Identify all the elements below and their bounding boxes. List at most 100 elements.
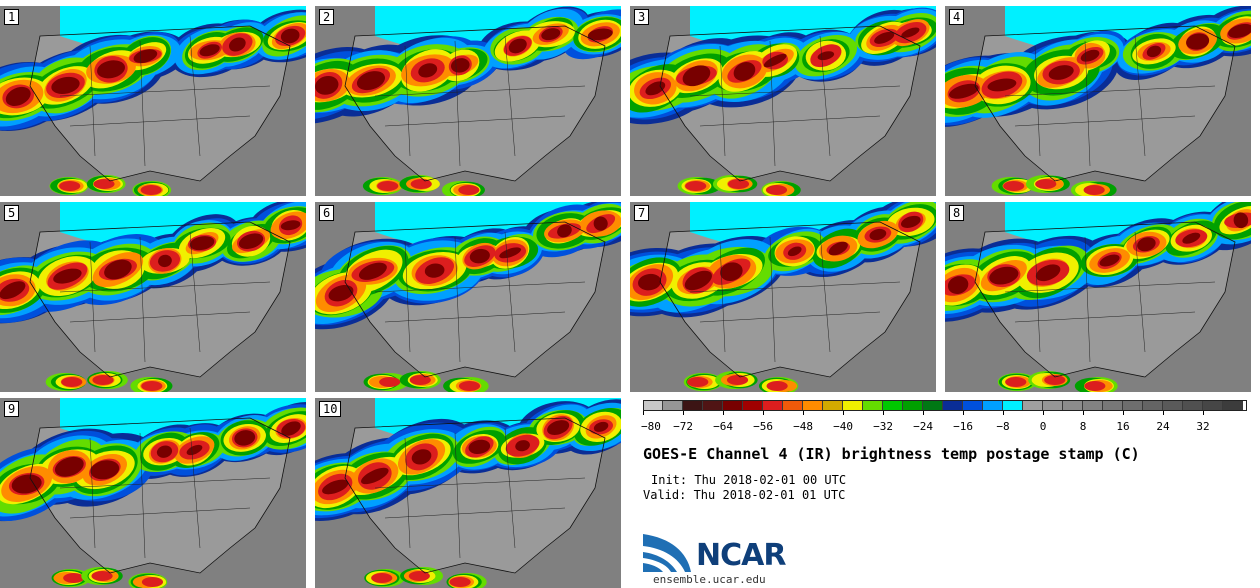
colorbar-tick-mark (1203, 411, 1204, 415)
colorbar-swatch (1163, 400, 1183, 411)
colorbar-tick-mark (883, 411, 884, 415)
cloud-shape (1003, 181, 1025, 191)
cloud-shape (869, 228, 887, 241)
state-border (1134, 35, 1146, 157)
cloud-shape (1233, 212, 1249, 229)
member-panel-2: 2 (315, 6, 621, 196)
cloud-shape (901, 27, 920, 38)
colorbar-swatch (803, 400, 823, 411)
coastline (29, 25, 291, 182)
cloud-shape (411, 449, 432, 465)
colorbar-tick-label: −40 (833, 420, 853, 433)
colorbar-tick-label: 16 (1116, 420, 1130, 433)
cloud-shape (1146, 45, 1162, 58)
colorbar-tick-label: 0 (1039, 420, 1047, 433)
member-label: 5 (4, 205, 20, 221)
state-border (699, 115, 881, 127)
state-border (69, 507, 251, 519)
colorbar-tick-mark (843, 411, 844, 415)
member-label: 6 (319, 205, 335, 221)
cloud-shape (765, 185, 788, 195)
colorbar-tick-label: −72 (673, 420, 693, 433)
cloud-shape (92, 375, 114, 385)
colorbar-tick-mark (1083, 411, 1084, 415)
member-panel-9: 9 (0, 398, 306, 588)
colorbar-swatch (663, 400, 683, 411)
cloud-shape (356, 71, 386, 91)
colorbar-tick-label: −56 (753, 420, 773, 433)
cloud-shape (280, 220, 301, 231)
colorbar-tick-label: 24 (1156, 420, 1170, 433)
colorbar-swatch (1103, 400, 1123, 411)
colorbar-swatch (763, 400, 783, 411)
state-border (454, 40, 461, 167)
colorbar-swatch (1023, 400, 1043, 411)
state-border (189, 427, 201, 549)
member-panel-5: 5 (0, 202, 306, 392)
cloud-shape (685, 181, 707, 191)
colorbar-tick-mark (1163, 411, 1164, 415)
state-border (454, 236, 461, 363)
state-border (769, 40, 776, 167)
cloud-shape (593, 421, 609, 432)
cloud-shape (557, 224, 572, 238)
member-label: 4 (949, 9, 965, 25)
state-border (89, 241, 96, 353)
colorbar-swatch (743, 400, 763, 411)
colorbar-tick-label: 8 (1079, 420, 1087, 433)
state-border (59, 85, 271, 97)
state-border (1004, 281, 1216, 293)
cloud-shape (5, 86, 31, 106)
colorbar-swatch (783, 400, 803, 411)
cloud-shape (379, 377, 401, 387)
state-border (819, 231, 831, 353)
cloud-shape (1044, 375, 1066, 385)
state-border (1004, 85, 1216, 97)
cloud-shape (53, 268, 82, 284)
state-border (89, 45, 96, 157)
member-label: 9 (4, 401, 20, 417)
member-label: 7 (634, 205, 650, 221)
cloud-shape (727, 179, 750, 189)
colorbar-swatch (703, 400, 723, 411)
state-border (384, 507, 566, 519)
cloud-shape (418, 63, 438, 78)
member-panel-6: 6 (315, 202, 621, 392)
colorbar-tick-label: −64 (713, 420, 733, 433)
colorbar-tick-label: 32 (1196, 420, 1210, 433)
cloud-shape (637, 273, 662, 291)
state-border (769, 236, 776, 363)
state-border (504, 231, 516, 353)
cloud-shape (949, 83, 979, 99)
state-border (189, 231, 201, 353)
cloud-shape (238, 233, 264, 250)
cloud-shape (371, 573, 393, 583)
state-border (59, 281, 271, 293)
colorbar-tick-mark (1003, 411, 1004, 415)
cloud-shape (720, 262, 743, 282)
cloud-shape (733, 62, 756, 81)
colorbar-tick-mark (963, 411, 964, 415)
cloud-shape (59, 181, 81, 191)
cloud-shape (158, 254, 172, 268)
colorbar-swatch (1223, 400, 1243, 411)
state-border (384, 311, 566, 323)
member-panel-3: 3 (630, 6, 936, 196)
colorbar-tick-mark (803, 411, 804, 415)
state-border (1034, 241, 1041, 353)
member-panel-8: 8 (945, 202, 1251, 392)
member-label: 3 (634, 9, 650, 25)
colorbar-swatch (923, 400, 943, 411)
colorbar-swatch (1183, 400, 1203, 411)
ir-satellite-map (945, 6, 1251, 196)
cloud-shape (91, 571, 113, 581)
state-border (689, 85, 901, 97)
ir-satellite-map (945, 202, 1251, 392)
cloud-shape (828, 241, 848, 256)
cloud-shape (787, 246, 802, 257)
colorbar-swatch (843, 400, 863, 411)
cloud-shape (141, 577, 164, 587)
ir-satellite-map (315, 398, 621, 588)
figure-title: GOES-E Channel 4 (IR) brightness temp po… (643, 445, 1140, 463)
colorbar-swatch (943, 400, 963, 411)
